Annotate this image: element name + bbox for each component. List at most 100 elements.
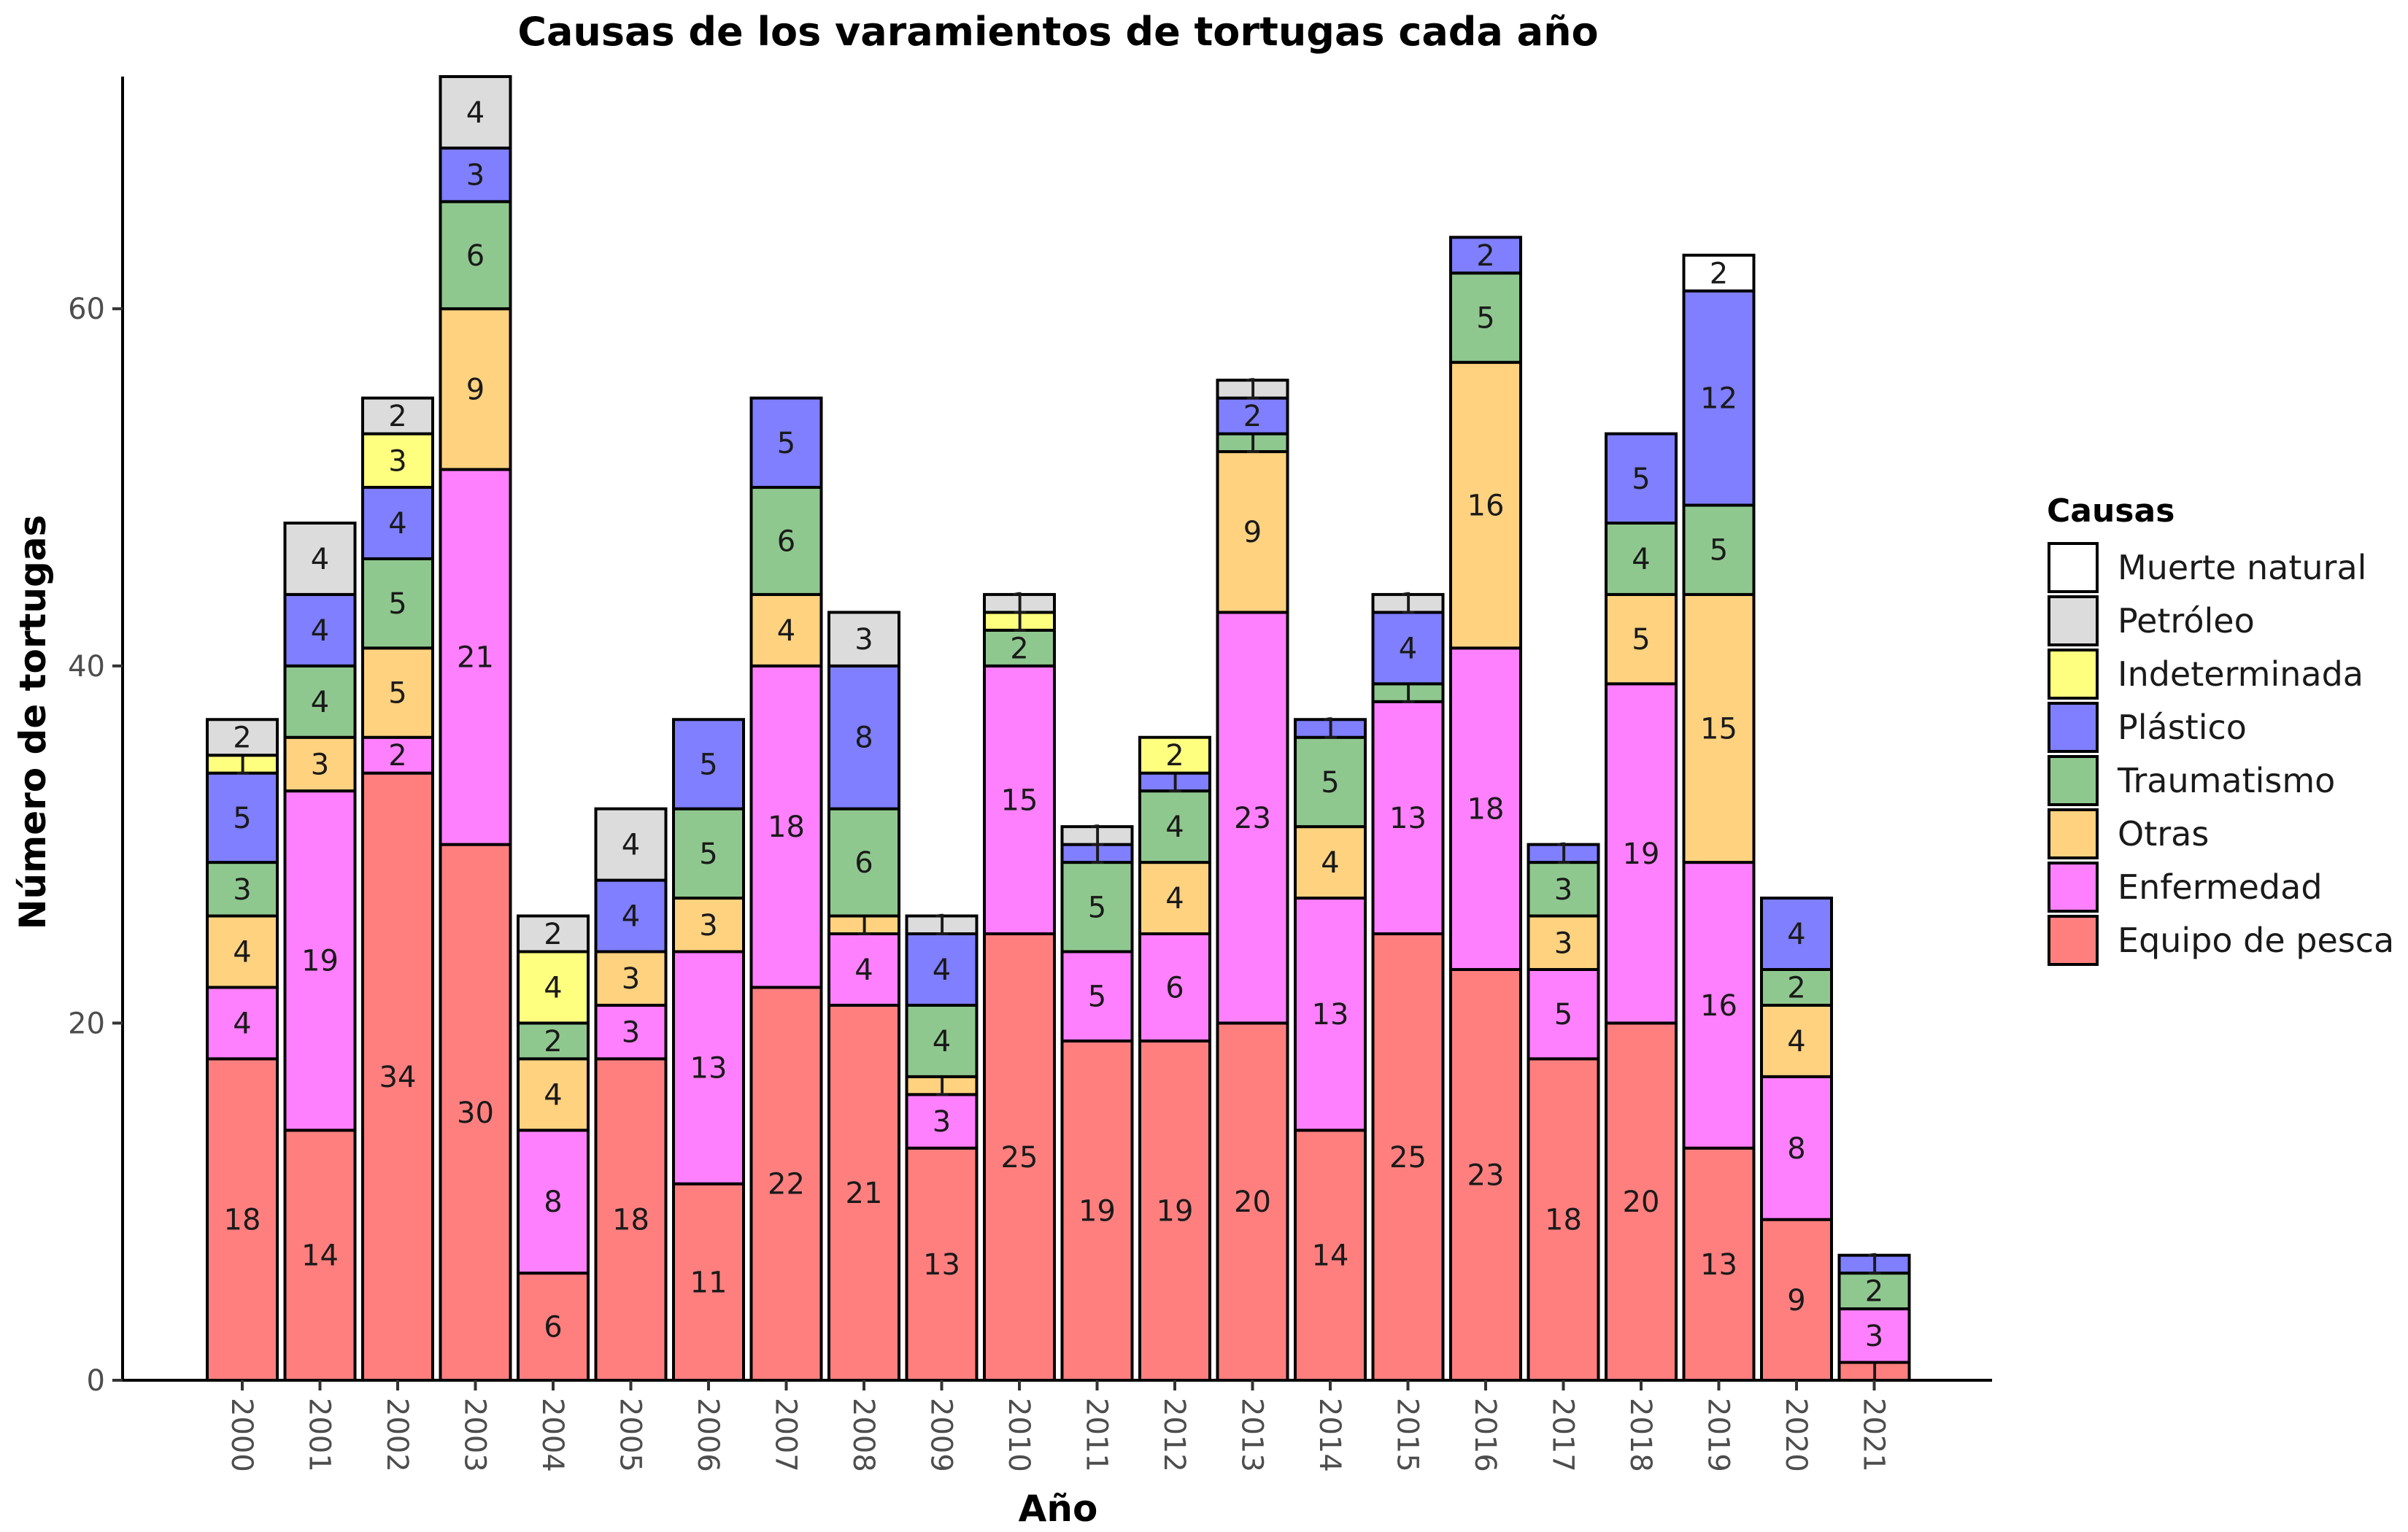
x-tick-label: 2020 [1779, 1398, 1813, 1472]
data-label: 5 [1554, 998, 1572, 1032]
legend-swatch [2048, 862, 2099, 913]
data-label: 25 [1389, 1141, 1427, 1175]
legend-swatch [2048, 808, 2099, 859]
data-label: 9 [1787, 1284, 1805, 1318]
data-label: 2 [544, 1025, 562, 1059]
bar-segment [361, 735, 434, 775]
bar-segment [1294, 735, 1367, 829]
bar-segment [1605, 521, 1678, 596]
data-label: 13 [923, 1248, 960, 1282]
bar-segment [517, 914, 590, 953]
legend-label: Muerte natural [2118, 548, 2366, 587]
x-tick-label: 2009 [925, 1398, 958, 1472]
bar-segment [206, 986, 279, 1061]
bar-segment [1216, 396, 1289, 436]
data-label: 4 [388, 507, 406, 541]
data-label: 18 [612, 1204, 649, 1237]
data-label: 2 [544, 918, 562, 951]
x-axis-title: Año [1019, 1487, 1098, 1530]
data-label: 4 [466, 96, 485, 130]
data-label: 3 [311, 748, 329, 781]
y-axis-title: Número de tortugas [12, 515, 54, 930]
data-label: 21 [457, 641, 494, 675]
data-label: 15 [1700, 713, 1737, 746]
x-tick-label: 2012 [1157, 1398, 1191, 1472]
data-label: 4 [1632, 543, 1650, 576]
bar-segment [1294, 897, 1367, 1132]
data-label: 2 [1010, 632, 1028, 665]
data-label: 4 [1165, 882, 1184, 916]
data-label: 5 [1632, 623, 1650, 657]
chart-title: Causas de los varamientos de tortugas ca… [517, 9, 1598, 55]
bar-segment [905, 1093, 979, 1150]
x-tick-label: 2018 [1624, 1398, 1657, 1472]
bar-segment [749, 486, 823, 596]
data-label: 2 [1787, 971, 1805, 1005]
data-label: 2 [1476, 239, 1494, 273]
data-label: 4 [311, 543, 329, 576]
bar-segment [1837, 1253, 1911, 1275]
data-label: 11 [690, 1266, 728, 1299]
data-label: 14 [1312, 1239, 1349, 1273]
data-label: 1 [1399, 587, 1417, 621]
bar-segment [1138, 789, 1211, 864]
legend-swatch [2048, 702, 2099, 753]
bar-segment [827, 664, 900, 811]
axes-layer: 0 20 40 60 2000 2001 2002 2003 2004 2005 2006 2007 2… [68, 77, 1992, 1472]
bar-segment [1371, 611, 1445, 686]
bar-segment [206, 754, 279, 775]
bar-segment [1060, 825, 1134, 846]
data-label: 19 [1078, 1194, 1116, 1228]
data-label: 5 [699, 748, 717, 781]
data-label: 4 [777, 614, 795, 648]
bar-segment [1527, 967, 1600, 1061]
data-label: 19 [301, 945, 339, 978]
data-label: 2 [1710, 257, 1728, 290]
data-label: 5 [777, 427, 795, 460]
data-label: 4 [1165, 811, 1184, 844]
data-label: 19 [1157, 1194, 1194, 1228]
data-label: 13 [1700, 1248, 1737, 1282]
data-label: 2 [233, 721, 251, 755]
bar-segment [206, 1057, 279, 1382]
data-label: 5 [388, 677, 406, 711]
legend-swatch [2048, 649, 2099, 700]
data-label: 9 [466, 373, 485, 406]
data-label: 6 [777, 525, 795, 558]
y-tick-label: 20 [68, 1007, 105, 1040]
bar-segment [983, 628, 1056, 668]
bar-segment [1527, 843, 1600, 864]
bar-segment [594, 807, 668, 882]
bar-segment [1760, 1075, 1833, 1221]
bar-segment [905, 1003, 979, 1078]
data-label: 5 [1088, 891, 1106, 924]
data-label: 20 [1623, 1185, 1660, 1219]
bar-segment [672, 718, 745, 811]
data-label: 1 [1865, 1248, 1883, 1282]
data-label: 1 [1010, 587, 1028, 621]
data-label: 2 [1165, 739, 1184, 773]
x-tick-label: 2015 [1391, 1398, 1424, 1472]
data-label: 4 [544, 971, 562, 1005]
x-tick-label: 2007 [769, 1398, 803, 1472]
data-label: 12 [1700, 382, 1737, 416]
data-label: 6 [854, 846, 873, 880]
data-label: 3 [622, 962, 640, 996]
bar-segment [1216, 379, 1289, 400]
data-label: 1 [1243, 373, 1262, 406]
data-label: 4 [311, 614, 329, 648]
data-label: 6 [466, 239, 485, 273]
data-label: 2 [388, 739, 406, 773]
bar-segment [749, 396, 823, 490]
bar-segment [1760, 967, 1833, 1007]
data-label: 13 [1312, 998, 1349, 1032]
bar-segment [283, 664, 357, 739]
data-label: 1 [933, 909, 951, 943]
data-label: 20 [1234, 1185, 1271, 1219]
bar-segment [594, 1003, 668, 1061]
data-label: 3 [1554, 873, 1572, 907]
legend-swatch [2048, 542, 2099, 593]
bar-segment [1682, 289, 1756, 507]
data-label: 4 [933, 1025, 951, 1059]
bar-segment [283, 789, 357, 1132]
